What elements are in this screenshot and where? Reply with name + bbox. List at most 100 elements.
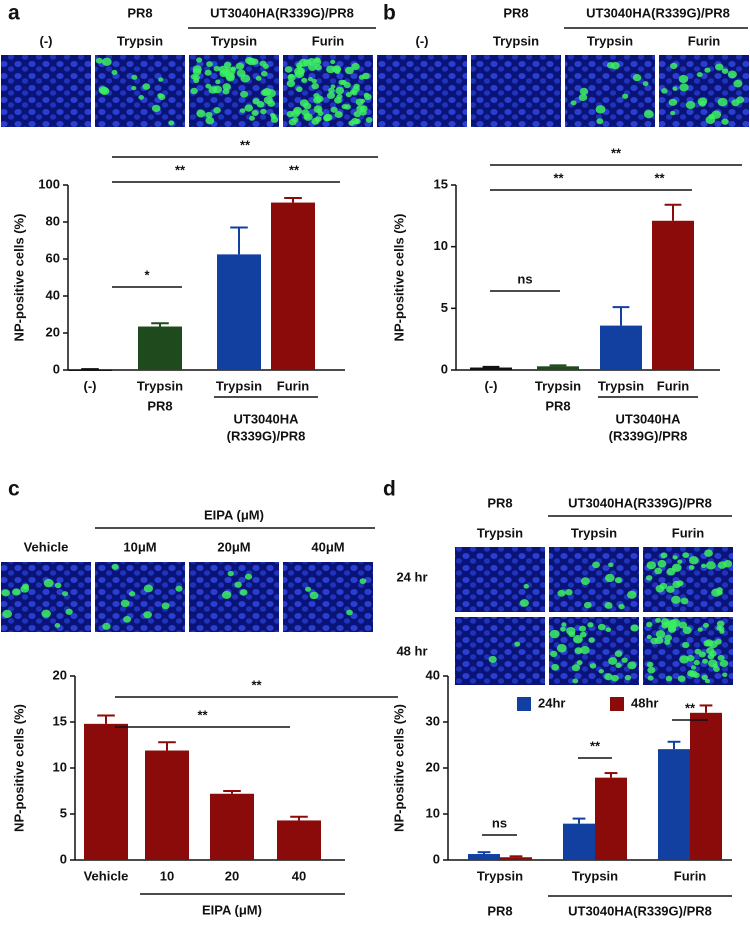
infected-cell [297, 67, 306, 75]
infected-cell [583, 601, 592, 609]
infected-cell [707, 659, 718, 668]
bar [217, 254, 261, 370]
bar [277, 820, 321, 860]
infected-cell [225, 73, 235, 82]
infected-cell [213, 107, 221, 114]
infected-cell [693, 659, 700, 666]
infected-cell [671, 595, 681, 604]
image-column-label: Trypsin [493, 33, 539, 48]
bar [595, 777, 627, 860]
image-column-label: Trypsin [571, 525, 617, 540]
infected-cell [622, 93, 629, 99]
infected-cell [668, 98, 678, 106]
infected-cell [549, 629, 560, 639]
infected-cell [348, 120, 355, 126]
y-tick-label: 10 [53, 759, 67, 774]
micrograph [455, 547, 545, 612]
x-tick-label: Furin [674, 868, 707, 883]
infected-cell [672, 580, 681, 589]
infected-cell [731, 99, 740, 107]
micrograph [283, 562, 373, 632]
infected-cell [596, 118, 604, 125]
infected-cell [353, 83, 360, 89]
x-tick-label: Trypsin [598, 378, 644, 393]
infected-cell [647, 666, 656, 674]
y-tick-label: 20 [53, 667, 67, 682]
y-tick-label: 10 [434, 238, 448, 253]
infected-cell [326, 65, 336, 74]
infected-cell [303, 113, 313, 121]
image-group-label: EIPA (μM) [204, 507, 264, 522]
infected-cell [230, 66, 237, 72]
infected-cell [702, 658, 709, 664]
infected-cell [698, 100, 707, 107]
image-column-label: 40μM [311, 539, 344, 554]
infected-cell [727, 70, 737, 79]
x-tick-label: (-) [84, 378, 97, 393]
image-column-label: Furin [688, 33, 721, 48]
infected-cell [215, 79, 221, 85]
infected-cell [688, 556, 699, 565]
y-tick-label: 5 [60, 805, 67, 820]
image-column-label: Trypsin [117, 33, 163, 48]
infected-cell [313, 57, 321, 63]
infected-cell [138, 95, 145, 100]
x-tick-label: Trypsin [535, 378, 581, 393]
x-tick-label: Trypsin [477, 868, 523, 883]
infected-cell [151, 104, 161, 113]
bar [658, 749, 690, 860]
infected-cell [334, 111, 343, 119]
bar [690, 712, 722, 860]
infected-cell [235, 62, 245, 70]
infected-cell [704, 549, 713, 557]
micrograph [549, 547, 639, 612]
infected-cell [576, 660, 583, 666]
infected-cell [661, 622, 669, 629]
infected-cell [196, 57, 203, 63]
infected-cell [679, 655, 689, 664]
infected-cell [326, 92, 336, 100]
panel-letter: c [8, 478, 20, 501]
infected-cell [685, 100, 696, 109]
infected-cell [205, 83, 212, 89]
bar [84, 723, 128, 860]
infected-cell [131, 86, 137, 91]
image-group-label: UT3040HA(R339G)/PR8 [568, 495, 712, 510]
bar [537, 366, 579, 370]
infected-cell [605, 627, 612, 633]
infected-cell [723, 559, 733, 568]
infected-cell [259, 60, 267, 67]
infected-cell [129, 591, 136, 597]
y-tick-label: 80 [46, 213, 60, 228]
infected-cell [717, 97, 728, 107]
infected-cell [597, 623, 606, 631]
infected-cell [244, 56, 254, 65]
infected-cell [560, 626, 566, 632]
significance-label: ** [240, 137, 251, 152]
infected-cell [303, 59, 312, 67]
infected-cell [627, 590, 637, 599]
image-column-label: Furin [312, 33, 345, 48]
infected-cell [2, 609, 13, 619]
infected-cell [41, 609, 51, 618]
infected-cell [704, 67, 711, 73]
y-tick-label: 20 [426, 759, 440, 774]
infected-cell [364, 93, 372, 101]
y-tick-label: 15 [434, 176, 448, 191]
infected-cell [664, 634, 673, 642]
infected-cell [682, 626, 692, 635]
infected-cell [65, 608, 73, 615]
infected-cell [307, 77, 313, 82]
infected-cell [713, 666, 720, 672]
infected-cell [255, 75, 262, 81]
infected-cell [705, 561, 716, 570]
group-label: EIPA (μM) [202, 902, 262, 917]
legend-swatch [517, 697, 531, 711]
image-column-label: Trypsin [587, 33, 633, 48]
infected-cell [304, 586, 312, 592]
infected-cell [205, 116, 215, 125]
panel-letter: d [383, 478, 396, 501]
